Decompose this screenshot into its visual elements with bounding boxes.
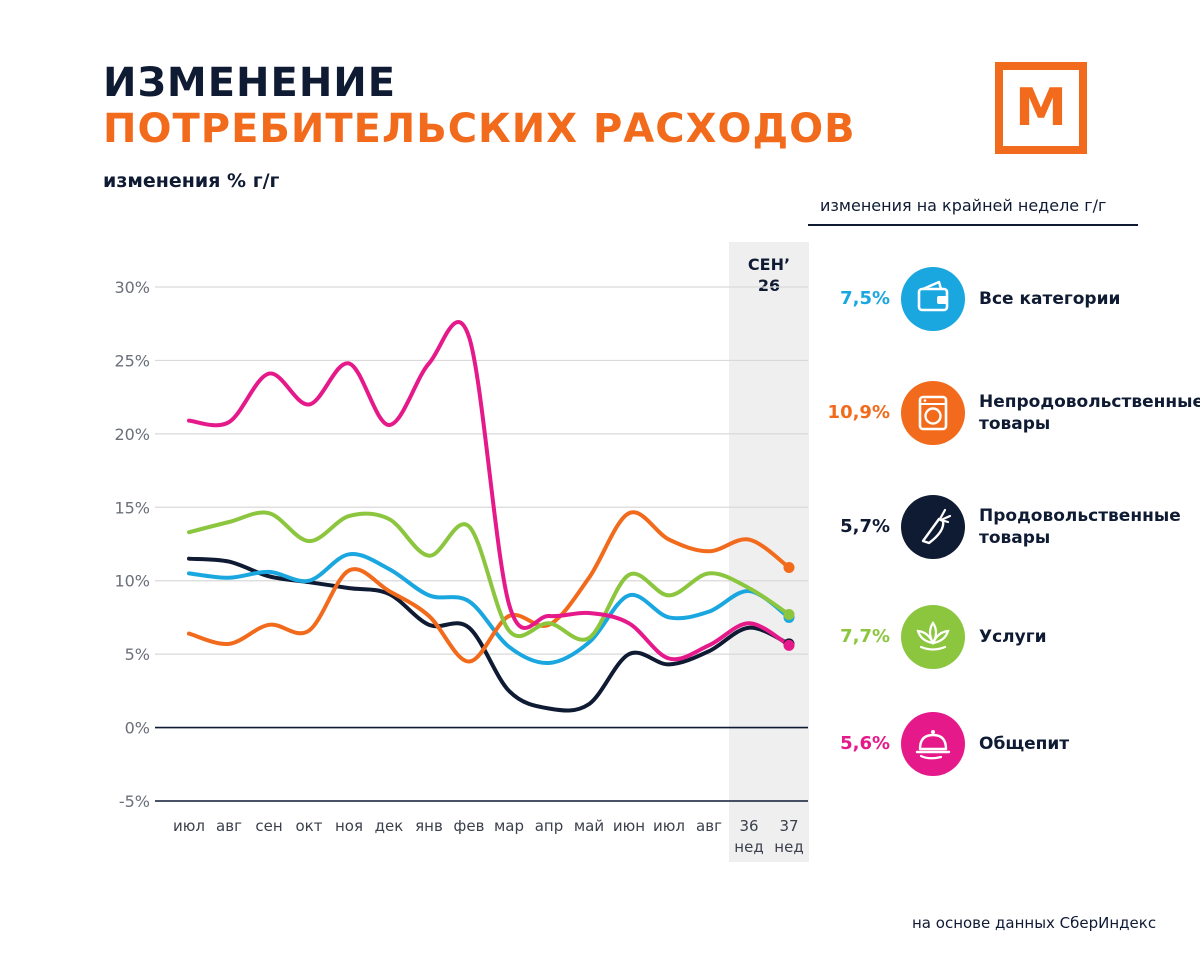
x-tick-label: май xyxy=(574,817,604,835)
lotus-icon xyxy=(901,605,965,669)
legend-label: Непродовольственные товары xyxy=(979,391,1200,434)
legend-item-non-food: 10,9% Непродовольственные товары xyxy=(808,377,1200,449)
series-end-point xyxy=(783,561,795,573)
legend-label: Общепит xyxy=(979,733,1070,754)
x-tick-label: сен xyxy=(255,817,282,835)
legend-label: Услуги xyxy=(979,626,1047,647)
legend-heading: изменения на крайней неделе г/г xyxy=(820,196,1107,215)
y-tick-label: 20% xyxy=(114,425,150,444)
legend-value: 10,9% xyxy=(827,402,890,423)
data-source-note: на основе данных СберИндекс xyxy=(912,914,1157,932)
legend-value: 7,5% xyxy=(840,288,890,309)
series-line xyxy=(187,319,791,662)
legend-label: Все категории xyxy=(979,288,1121,309)
x-tick-label: фев xyxy=(454,817,485,835)
x-tick-label: мар xyxy=(494,817,524,835)
wallet-icon xyxy=(901,267,965,331)
y-tick-label: 10% xyxy=(114,572,150,591)
chart-unit-label: изменения % г/г xyxy=(103,170,280,192)
y-tick-label: -5% xyxy=(119,792,150,811)
highlight-label: СЕН’ xyxy=(748,255,790,274)
title-line-1: ИЗМЕНЕНИЕ xyxy=(103,60,397,106)
y-tick-label: 0% xyxy=(125,719,150,738)
x-tick-label: авг xyxy=(216,817,242,835)
x-tick-label: окт xyxy=(296,817,323,835)
legend-item-services: 7,7% Услуги xyxy=(808,601,1200,673)
y-tick-label: 15% xyxy=(114,498,150,517)
x-tick-label: авг xyxy=(696,817,722,835)
y-tick-label: 30% xyxy=(114,278,150,297)
legend-value: 7,7% xyxy=(840,626,890,647)
title-line-2: ПОТРЕБИТЕЛЬСКИХ РАСХОДОВ xyxy=(103,106,856,152)
x-tick-label: нед xyxy=(774,838,803,856)
legend-item-catering: 5,6% Общепит xyxy=(808,708,1200,780)
legend-item-food: 5,7% Продовольственные товары xyxy=(808,491,1200,563)
series-line xyxy=(187,510,791,664)
x-tick-label: 36 xyxy=(739,817,758,835)
legend-label: Продовольственные товары xyxy=(979,505,1181,548)
legend-divider xyxy=(808,224,1138,226)
series-end-point xyxy=(783,639,795,651)
x-tick-label: ноя xyxy=(335,817,363,835)
y-tick-label: 25% xyxy=(114,351,150,370)
x-tick-label: дек xyxy=(375,817,404,835)
x-tick-label: июл xyxy=(173,817,205,835)
x-tick-label: июл xyxy=(653,817,685,835)
x-tick-label: нед xyxy=(734,838,763,856)
x-tick-label: янв xyxy=(415,817,443,835)
y-tick-label: 5% xyxy=(125,645,150,664)
washing-machine-icon xyxy=(901,381,965,445)
series-line xyxy=(187,510,791,642)
x-tick-label: апр xyxy=(535,817,564,835)
logo-letter: М xyxy=(1015,78,1067,138)
series-end-point xyxy=(783,608,795,620)
legend-value: 5,7% xyxy=(840,516,890,537)
carrot-icon xyxy=(901,495,965,559)
legend-item-all-categories: 7,5% Все категории xyxy=(808,263,1200,335)
highlight-label: 26 xyxy=(758,276,780,295)
x-tick-label: июн xyxy=(613,817,645,835)
brand-logo: М xyxy=(995,62,1087,154)
x-tick-label: 37 xyxy=(779,817,798,835)
cloche-icon xyxy=(901,712,965,776)
series-line xyxy=(187,552,791,666)
legend-value: 5,6% xyxy=(840,733,890,754)
